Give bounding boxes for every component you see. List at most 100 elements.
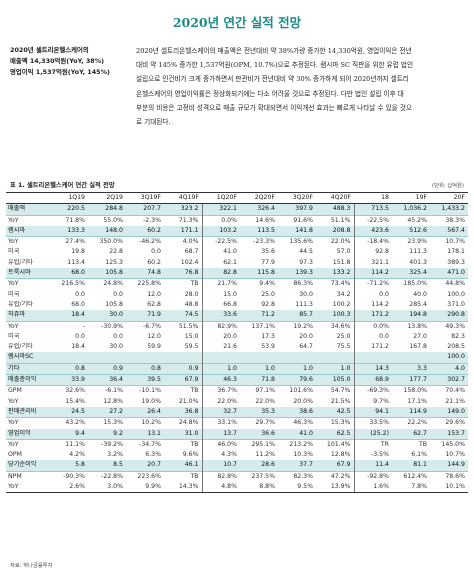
table-cell: 1.0	[316, 362, 354, 375]
table-cell: 1,433.2	[430, 203, 468, 216]
table-cell: 102.4	[180, 258, 199, 266]
table-cell: 20.7	[126, 460, 164, 472]
table-cell: 0.0	[75, 290, 85, 298]
table-cell: 12.0	[147, 332, 161, 340]
table-cell: 135.6%	[278, 236, 316, 248]
table-cell: 321.1	[353, 257, 392, 269]
table-cell: 51.5%	[164, 320, 202, 332]
table-cell: 71.8	[240, 374, 278, 386]
table-cell: 10.7%	[430, 236, 468, 248]
table-cell: 2.6%	[50, 482, 88, 494]
row-label: 유럽/기타	[8, 300, 33, 308]
row-label: 램시마SC	[6, 352, 50, 364]
table-cell: 9.9%	[126, 482, 164, 494]
table-cell: 3.3	[392, 362, 430, 375]
summary-line-1: 2020년 셀트리온헬스케어의	[10, 46, 89, 54]
table-cell: 113.5	[240, 225, 278, 237]
table-cell: TB	[164, 385, 202, 397]
table-row: 램시마 133.3 148.0 60.2 171.1 103.2 113.5 141.8 208…	[6, 225, 468, 237]
table-cell: 27.2	[88, 406, 126, 418]
table-cell: 111.3	[409, 248, 427, 256]
table-cell: 28.0	[184, 290, 199, 298]
table-cell: 171.2	[353, 342, 392, 353]
table-cell: 27.0	[413, 332, 427, 340]
table-cell: 82.8	[201, 268, 240, 279]
column-header: 19F	[392, 191, 430, 205]
table-cell: 36.7%	[201, 385, 240, 397]
row-label: 판매관리비	[6, 406, 50, 418]
table-cell: 94.1	[353, 406, 392, 418]
table-cell: 46.0%	[201, 438, 240, 451]
column-header: 2Q20F	[240, 191, 278, 205]
table-cell: 81.1	[392, 460, 430, 472]
table-cell: -6.7%	[126, 320, 164, 332]
table-cell: 0.0	[353, 331, 392, 343]
table-cell: 41.0	[278, 428, 316, 440]
table-cell: 82.3%	[278, 470, 316, 483]
table-cell: 284.8	[88, 203, 126, 216]
table-cell: 68.0	[50, 268, 88, 279]
table-cell: 66.8	[201, 299, 240, 311]
table-cell: 27.4%	[50, 236, 88, 248]
table-cell: 62.8	[147, 300, 161, 308]
table-cell: 30.0	[299, 290, 313, 298]
table-cell: 10.2%	[126, 417, 164, 429]
row-label: 트룩시마	[6, 268, 50, 279]
summary-line-3: 영업이익 1,537억원(YoY, 145%)	[10, 68, 110, 76]
table-row: 램시마SC 100.0	[6, 352, 468, 364]
row-label: GPM	[6, 385, 50, 397]
table-cell: 36.8	[164, 406, 202, 418]
table-cell: 15.4%	[65, 397, 85, 405]
row-label: 미국	[8, 290, 20, 298]
table-cell: 19.0%	[141, 397, 161, 405]
table-cell: 46.3	[201, 374, 240, 386]
table-cell: 20.0	[201, 331, 240, 343]
table-cell: 22.2%	[392, 417, 430, 429]
table-cell: TB	[164, 438, 202, 451]
table-cell: 177.7	[392, 374, 430, 386]
row-label: YoY	[6, 320, 50, 332]
table-row: YoY 11.1% -39.2% -34.7% TB 46.0% 295.1% 213.2% 1…	[6, 438, 468, 451]
table-cell	[353, 352, 392, 364]
column-header: 18	[354, 191, 392, 205]
table-row: YoY 43.2% 15.3% 10.2% 24.8% 33.1% 29.7% 46.3% 15…	[6, 417, 468, 429]
table-cell: 9.5%	[278, 482, 316, 494]
table-cell: 5.8	[50, 460, 88, 472]
row-label: OPM	[8, 451, 22, 459]
summary-sidebar: 2020년 셀트리온헬스케어의 매출액 14,330억원(YoY, 38%) 영…	[10, 45, 120, 78]
table-cell: 75.5	[336, 343, 351, 351]
table-cell: 167.8	[409, 343, 427, 351]
table-cell: 9.2	[88, 428, 126, 440]
table-header-row: 1Q19 2Q19 3Q19F 4Q19F 1Q20F 2Q20F 3Q20F 4Q20F 18…	[6, 191, 468, 205]
table-cell: 15.0	[184, 332, 199, 340]
table-cell: 12.0	[147, 290, 161, 298]
table-row: 미국 19.8 22.8 0.0 68.7 41.0 35.6 44.5 57.0 92.8 111…	[6, 247, 468, 258]
row-label: 영업이익	[6, 428, 50, 440]
table-cell: 25.0	[261, 290, 275, 298]
table-cell: 144.9	[430, 460, 468, 472]
table-cell: 6.1%	[411, 451, 427, 459]
table-cell: 71.2	[240, 310, 278, 322]
table-cell: 151.8	[332, 258, 351, 266]
table-cell: 141.8	[278, 225, 316, 237]
table-row: YoY 27.4% 350.0% -46.2% 4.0% -22.5% -23.3% 135.…	[6, 236, 468, 248]
table-cell: 32.7	[201, 406, 240, 418]
table-cell: 82.9%	[201, 320, 240, 332]
table-row: 매출액 220.5 284.8 207.7 323.2 322.1 326.4 397.9 48…	[6, 203, 468, 216]
table-cell: 25.0	[336, 332, 351, 340]
table-cell: -34.7%	[126, 438, 164, 451]
table-cell: 225.8%	[126, 278, 164, 290]
table-cell: -10.1%	[126, 385, 164, 397]
table-cell: 114.2	[353, 268, 392, 279]
table-cell: 713.5	[353, 203, 392, 216]
table-cell: 325.4	[392, 268, 430, 279]
table-cell: 62.5	[316, 428, 354, 440]
row-label: 매출총이익	[6, 374, 50, 386]
table-cell: 0.0%	[201, 214, 240, 226]
table-cell: 39.5	[126, 374, 164, 386]
table-cell: 24.8%	[164, 417, 202, 429]
table-cell: 74.8	[126, 268, 164, 279]
table-cell: 37.7	[278, 460, 316, 472]
table-cell: 46.1	[164, 460, 202, 472]
table-cell: 350.0%	[88, 236, 126, 248]
